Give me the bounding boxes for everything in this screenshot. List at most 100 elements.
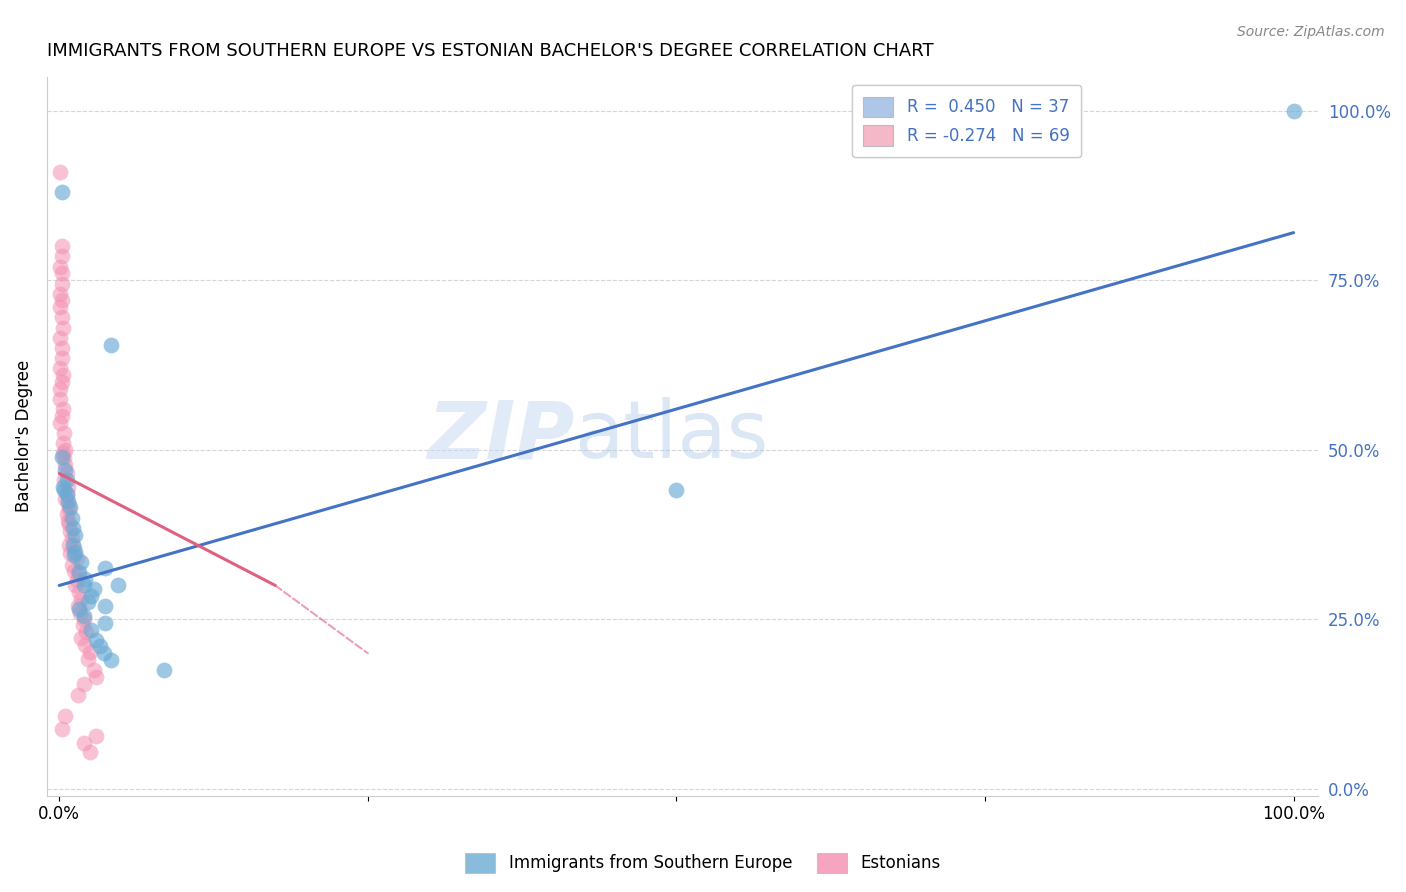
Point	[63, 564, 86, 578]
Point	[51, 723, 73, 737]
Point	[49, 300, 72, 314]
Point	[76, 595, 98, 609]
Point	[65, 544, 87, 558]
Point	[51, 310, 73, 325]
Point	[55, 487, 77, 501]
Point	[56, 497, 79, 511]
Point	[75, 624, 97, 639]
Point	[55, 467, 77, 481]
Point	[51, 409, 73, 423]
Point	[89, 640, 111, 654]
Text: Source: ZipAtlas.com: Source: ZipAtlas.com	[1237, 25, 1385, 39]
Point	[84, 729, 107, 743]
Point	[100, 653, 122, 667]
Point	[70, 555, 93, 569]
Point	[51, 266, 73, 280]
Point	[51, 239, 73, 253]
Point	[73, 677, 96, 691]
Point	[55, 507, 77, 521]
Point	[73, 578, 96, 592]
Point	[52, 480, 75, 494]
Point	[58, 538, 80, 552]
Point	[53, 425, 76, 440]
Point	[73, 736, 96, 750]
Point	[49, 164, 72, 178]
Point	[49, 382, 72, 396]
Legend: Immigrants from Southern Europe, Estonians: Immigrants from Southern Europe, Estonia…	[458, 847, 948, 880]
Point	[83, 663, 105, 677]
Point	[58, 502, 80, 516]
Point	[52, 446, 75, 460]
Point	[49, 260, 72, 274]
Point	[84, 632, 107, 647]
Point	[51, 341, 73, 355]
Point	[51, 277, 73, 291]
Point	[53, 473, 76, 487]
Point	[80, 589, 103, 603]
Point	[49, 416, 72, 430]
Point	[76, 651, 98, 665]
Point	[55, 491, 77, 506]
Point	[55, 487, 77, 501]
Point	[59, 524, 82, 538]
Point	[56, 514, 79, 528]
Point	[55, 458, 77, 472]
Point	[51, 293, 73, 308]
Point	[72, 617, 94, 632]
Point	[53, 450, 76, 465]
Point	[75, 638, 97, 652]
Point	[49, 361, 72, 376]
Point	[52, 320, 75, 334]
Point	[60, 531, 83, 545]
Point	[58, 517, 80, 532]
Point	[665, 483, 688, 498]
Point	[65, 573, 87, 587]
Point	[55, 473, 77, 487]
Point	[59, 546, 82, 560]
Point	[80, 623, 103, 637]
Point	[56, 480, 79, 494]
Point	[94, 615, 117, 630]
Point	[70, 592, 93, 607]
Point	[55, 463, 77, 477]
Point	[56, 493, 79, 508]
Point	[51, 249, 73, 263]
Point	[100, 337, 122, 351]
Point	[67, 585, 90, 599]
Point	[49, 286, 72, 301]
Point	[52, 402, 75, 417]
Point	[93, 646, 115, 660]
Legend: R =  0.450   N = 37, R = -0.274   N = 69: R = 0.450 N = 37, R = -0.274 N = 69	[852, 85, 1081, 157]
Text: IMMIGRANTS FROM SOUTHERN EUROPE VS ESTONIAN BACHELOR'S DEGREE CORRELATION CHART: IMMIGRANTS FROM SOUTHERN EUROPE VS ESTON…	[46, 42, 934, 60]
Point	[55, 708, 77, 723]
Point	[94, 599, 117, 613]
Point	[66, 599, 89, 613]
Point	[75, 572, 97, 586]
Point	[51, 375, 73, 389]
Text: atlas: atlas	[575, 397, 769, 475]
Point	[49, 392, 72, 406]
Text: ZIP: ZIP	[427, 397, 575, 475]
Point	[107, 578, 129, 592]
Point	[94, 561, 117, 575]
Point	[67, 565, 90, 579]
Point	[51, 351, 73, 366]
Point	[153, 663, 176, 677]
Point	[63, 541, 86, 555]
Point	[66, 689, 89, 703]
Point	[62, 521, 84, 535]
Point	[60, 510, 83, 524]
Point	[63, 548, 86, 562]
Point	[84, 670, 107, 684]
Point	[49, 331, 72, 345]
Point	[51, 450, 73, 464]
Point	[59, 500, 82, 515]
Point	[1282, 103, 1305, 118]
Point	[52, 436, 75, 450]
Point	[62, 538, 84, 552]
Point	[73, 609, 96, 624]
Point	[65, 578, 87, 592]
Point	[55, 442, 77, 457]
Point	[53, 483, 76, 498]
Point	[79, 745, 101, 759]
